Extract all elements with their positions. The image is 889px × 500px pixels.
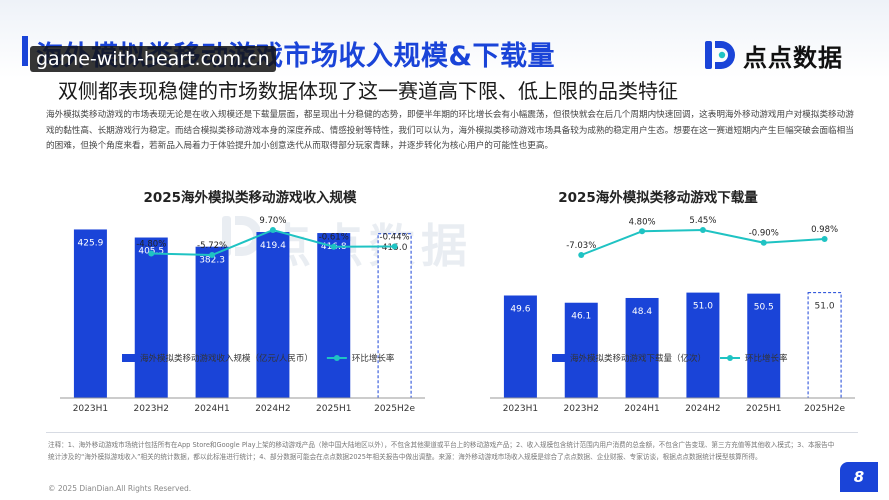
bar-2023H1: [503, 295, 537, 398]
growth-rate-label: 5.45%: [689, 216, 716, 226]
growth-rate-label: -0.44%: [380, 232, 410, 242]
growth-rate-label: 0.98%: [811, 225, 838, 235]
bar-value-label: 46.1: [571, 312, 591, 322]
x-tick-label: 2024H1: [624, 404, 659, 414]
bar-value-label: 419.4: [260, 241, 286, 251]
growth-rate-point: [760, 239, 767, 246]
growth-rate-point: [330, 243, 337, 250]
revenue-chart: 425.92023H1405.52023H2382.32024H1419.420…: [60, 216, 425, 414]
brand-logo: 点点数据: [703, 38, 843, 72]
title-accent-bar: [22, 36, 28, 66]
bar-value-label: 48.4: [632, 307, 652, 317]
bar-2023H2: [134, 237, 168, 398]
bar-value-label: 382.3: [199, 256, 225, 266]
growth-rate-label: -0.90%: [749, 229, 779, 239]
growth-rate-label: -0.61%: [319, 233, 349, 243]
bar-value-label: 425.9: [78, 238, 104, 248]
page-number: 8: [840, 462, 878, 492]
legend-line-label: 环比增长率: [745, 353, 788, 364]
growth-rate-label: 9.70%: [259, 216, 286, 226]
x-tick-label: 2025H1: [316, 404, 351, 414]
growth-rate-point: [639, 228, 646, 235]
growth-rate-label: -7.03%: [566, 241, 596, 251]
bar-2025H2e: [807, 292, 842, 399]
growth-rate-point: [699, 227, 706, 233]
page-subtitle: 双侧都表现稳健的市场数据体现了这一赛道高下限、低上限的品类特征: [58, 79, 678, 103]
chart-title-downloads: 2025海外模拟类移动游戏下载量: [558, 190, 758, 206]
bar-value-label: 51.0: [815, 302, 835, 312]
legend-line-marker: [333, 355, 340, 361]
bar-value-label: 50.5: [754, 303, 774, 313]
x-tick-label: 2024H2: [255, 404, 290, 414]
growth-rate-point: [269, 227, 276, 233]
bar-2025H1: [317, 233, 351, 398]
growth-rate-point: [821, 235, 828, 242]
growth-rate-point: [391, 243, 398, 250]
bar-2024H1: [195, 246, 229, 398]
legend-bar-label: 海外模拟类移动游戏下载量（亿次）: [570, 353, 706, 364]
chart-title-revenue: 2025海外模拟类移动游戏收入规模: [143, 190, 357, 206]
bar-value-label: 49.6: [510, 304, 530, 314]
x-tick-label: 2023H2: [564, 404, 599, 414]
legend-line-marker: [727, 355, 734, 361]
x-tick-label: 2024H1: [194, 404, 229, 414]
x-tick-label: 2025H1: [746, 404, 781, 414]
growth-rate-point: [209, 252, 216, 258]
x-tick-label: 2025H2e: [804, 404, 845, 414]
diandian-logo-icon: [705, 41, 735, 69]
bar-2023H2: [564, 302, 598, 398]
growth-rate-label: -5.72%: [197, 241, 227, 251]
bar-value-label: 51.0: [693, 302, 713, 312]
url-watermark: game-with-heart.com.cn: [30, 46, 276, 72]
intro-paragraph: 海外模拟类移动游戏的市场表现无论是在收入规模还是下载量层面，都呈现出十分稳健的态…: [46, 110, 854, 151]
x-tick-label: 2024H2: [685, 404, 720, 414]
x-tick-label: 2025H2e: [374, 404, 415, 414]
legend-line-label: 环比增长率: [352, 353, 395, 364]
brand-name: 点点数据: [743, 43, 843, 72]
footer-divider: [46, 432, 858, 433]
growth-rate-point: [148, 250, 155, 257]
growth-rate-label: 4.80%: [629, 217, 656, 227]
bar-2025H1: [747, 293, 781, 398]
bar-2024H1: [625, 297, 659, 398]
downloads-chart: 49.6 2023H1 46.1 2023H2 48.4 2024H1 51.0 2024H2…: [490, 216, 855, 414]
bar-2023H1: [73, 229, 107, 398]
bar-2025H2e: [377, 233, 412, 399]
copyright: © 2025 DianDian.All Rights Reserved.: [48, 484, 192, 493]
growth-rate-line: [580, 228, 825, 256]
growth-rate-label: -4.80%: [136, 240, 166, 250]
x-tick-label: 2023H1: [73, 404, 108, 414]
bar-2024H2: [686, 292, 720, 398]
legend-bar-swatch: [122, 354, 136, 362]
growth-rate-point: [578, 252, 585, 258]
legend-bar-swatch: [552, 354, 566, 362]
bar-2024H2: [256, 232, 290, 398]
legend-bar-label: 海外模拟类移动游戏收入规模（亿元/人民币）: [140, 353, 313, 364]
x-tick-label: 2023H1: [503, 404, 538, 414]
footnote: 注释：1、海外移动游戏市场统计包括所有在App Store和Google Pla…: [48, 441, 835, 461]
x-tick-label: 2023H2: [134, 404, 169, 414]
